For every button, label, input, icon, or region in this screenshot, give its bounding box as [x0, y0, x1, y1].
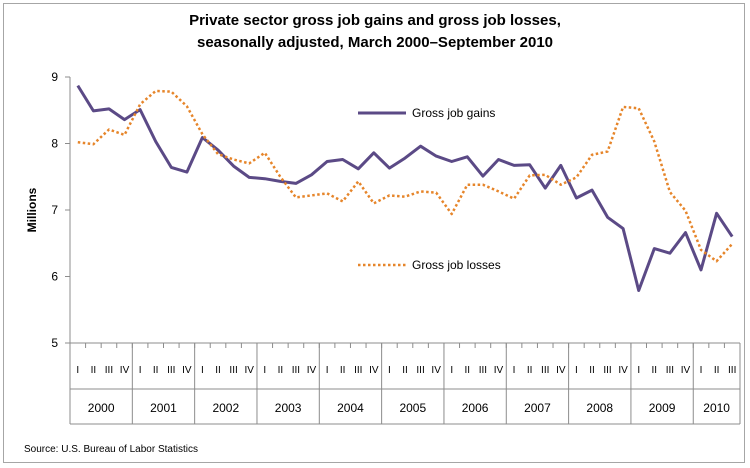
quarter-label: I: [575, 365, 578, 376]
quarter-label: III: [229, 365, 237, 376]
year-label: 2010: [703, 401, 730, 415]
quarter-label: III: [292, 365, 300, 376]
y-tick-label: 6: [51, 270, 58, 284]
y-tick-label: 7: [51, 203, 58, 217]
y-tick-labels: 5 6 7 8 9: [51, 70, 58, 350]
quarter-label: IV: [681, 365, 691, 376]
legend-label: Gross job losses: [412, 258, 501, 272]
chart-frame: [3, 3, 745, 463]
year-label: 2001: [150, 401, 177, 415]
quarter-label: III: [666, 365, 674, 376]
quarter-label: IV: [307, 365, 317, 376]
series-gross-job-losses: [77, 89, 734, 263]
year-label: 2002: [212, 401, 239, 415]
quarter-label: IV: [618, 365, 628, 376]
quarter-label: IV: [431, 365, 441, 376]
quarter-label: II: [91, 365, 97, 376]
quarter-label: III: [479, 365, 487, 376]
quarter-label: II: [402, 365, 408, 376]
quarter-label: IV: [120, 365, 130, 376]
quarter-label: I: [263, 365, 266, 376]
chart-title: Private sector gross job gains and gross…: [0, 10, 750, 54]
quarter-label: III: [354, 365, 362, 376]
y-tick-label: 9: [51, 70, 58, 84]
series-lines: [76, 84, 734, 292]
quarter-label: II: [215, 365, 221, 376]
quarter-label: II: [278, 365, 284, 376]
quarter-label: III: [416, 365, 424, 376]
quarter-label: III: [105, 365, 113, 376]
quarter-label: I: [700, 365, 703, 376]
quarter-label: II: [652, 365, 658, 376]
quarter-label: I: [326, 365, 329, 376]
year-label: 2000: [88, 401, 115, 415]
quarter-label: II: [714, 365, 720, 376]
x-category-labels: I II III IV I II III IV I II III IV I II III IV I II III IV…: [76, 365, 736, 415]
quarter-label: III: [167, 365, 175, 376]
y-tick-label: 5: [51, 336, 58, 350]
legend-label: Gross job gains: [412, 106, 495, 120]
quarter-label: I: [388, 365, 391, 376]
quarter-label: III: [728, 365, 736, 376]
series-gross-job-gains: [76, 84, 734, 292]
quarter-label: I: [637, 365, 640, 376]
quarter-label: II: [465, 365, 471, 376]
quarter-label: IV: [369, 365, 379, 376]
quarter-label: I: [201, 365, 204, 376]
quarter-label: I: [76, 365, 79, 376]
year-label: 2003: [275, 401, 302, 415]
quarter-label: IV: [556, 365, 566, 376]
y-axis-label: Millions: [25, 187, 39, 232]
legend: Gross job gains Gross job losses: [358, 106, 501, 272]
quarter-label: II: [527, 365, 533, 376]
year-label: 2004: [337, 401, 364, 415]
chart-title-line-2: seasonally adjusted, March 2000–Septembe…: [196, 34, 553, 51]
quarter-label: I: [139, 365, 142, 376]
quarter-label: II: [589, 365, 595, 376]
quarter-label: IV: [494, 365, 504, 376]
year-label: 2006: [462, 401, 489, 415]
quarter-label: III: [541, 365, 549, 376]
axes: [65, 76, 741, 425]
chart-title-line-1: Private sector gross job gains and gross…: [189, 12, 561, 29]
year-label: 2009: [649, 401, 676, 415]
quarter-label: III: [603, 365, 611, 376]
quarter-label: I: [450, 365, 453, 376]
quarter-label: IV: [244, 365, 254, 376]
y-tick-label: 8: [51, 137, 58, 151]
quarter-label: IV: [182, 365, 192, 376]
source-note: Source: U.S. Bureau of Labor Statistics: [24, 444, 198, 455]
year-label: 2008: [586, 401, 613, 415]
quarter-label: II: [340, 365, 346, 376]
year-label: 2007: [524, 401, 551, 415]
year-label: 2005: [399, 401, 426, 415]
quarter-label: I: [513, 365, 516, 376]
quarter-label: II: [153, 365, 159, 376]
